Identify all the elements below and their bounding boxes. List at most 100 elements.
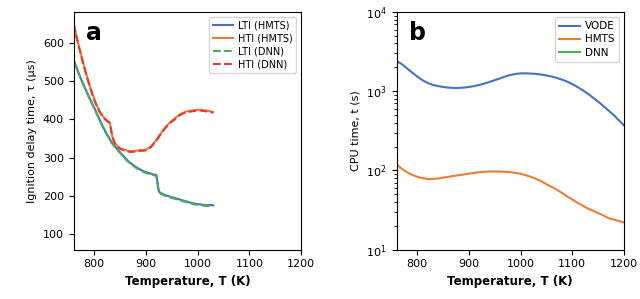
VODE [470, 84, 478, 88]
VODE [491, 78, 499, 82]
HTI (HMTS) [122, 148, 129, 152]
DNN [589, 297, 597, 299]
HMTS [584, 207, 591, 210]
DNN [573, 278, 581, 281]
HMTS [595, 211, 602, 215]
HMTS [543, 182, 550, 186]
VODE [548, 75, 556, 78]
HTI (HMTS) [207, 109, 214, 113]
DNN [538, 265, 545, 269]
DNN [413, 266, 421, 269]
HMTS [455, 173, 463, 177]
VODE [584, 92, 591, 95]
HMTS [568, 198, 576, 201]
HMTS [444, 175, 452, 179]
VODE [610, 113, 618, 117]
HMTS [434, 177, 442, 180]
DNN [481, 269, 488, 272]
DNN [558, 266, 566, 270]
VODE [434, 84, 442, 88]
VODE [553, 76, 561, 80]
VODE [579, 89, 586, 92]
VODE [429, 83, 436, 87]
LTI (DNN) [122, 157, 129, 161]
Line: VODE: VODE [397, 61, 624, 125]
HMTS [491, 170, 499, 173]
Y-axis label: CPU time, t (s): CPU time, t (s) [351, 90, 360, 171]
LTI (HMTS) [209, 203, 217, 207]
VODE [506, 73, 514, 77]
HTI (DNN) [103, 119, 111, 123]
HMTS [516, 172, 524, 176]
LTI (DNN) [209, 204, 217, 208]
HMTS [579, 204, 586, 208]
VODE [496, 77, 504, 80]
DNN [522, 266, 530, 270]
Line: HTI (DNN): HTI (DNN) [74, 24, 213, 152]
VODE [600, 104, 607, 108]
X-axis label: Temperature, T (K): Temperature, T (K) [447, 275, 573, 288]
HMTS [501, 170, 509, 174]
DNN [465, 271, 473, 274]
DNN [429, 271, 436, 274]
HTI (HMTS) [103, 119, 111, 122]
Legend: VODE, HMTS, DNN: VODE, HMTS, DNN [555, 17, 619, 62]
Line: HMTS: HMTS [397, 164, 624, 222]
DNN [491, 268, 499, 272]
DNN [439, 272, 447, 276]
DNN [424, 270, 431, 273]
DNN [434, 272, 442, 275]
LTI (DNN) [103, 134, 111, 137]
VODE [460, 86, 468, 89]
LTI (HMTS) [194, 202, 202, 206]
DNN [516, 267, 524, 270]
VODE [486, 80, 493, 84]
VODE [615, 118, 623, 122]
DNN [501, 268, 509, 271]
HMTS [615, 219, 623, 223]
LTI (DNN) [95, 118, 103, 122]
HTI (DNN) [85, 83, 93, 86]
LTI (DNN) [85, 96, 93, 100]
LTI (HMTS) [85, 95, 93, 99]
HMTS [481, 170, 488, 174]
DNN [548, 265, 556, 268]
VODE [543, 74, 550, 77]
Line: HTI (HMTS): HTI (HMTS) [74, 23, 213, 151]
HMTS [522, 173, 530, 177]
DNN [449, 273, 457, 276]
X-axis label: Temperature, T (K): Temperature, T (K) [125, 275, 250, 288]
DNN [470, 270, 478, 274]
HMTS [610, 218, 618, 221]
HMTS [476, 170, 483, 174]
HMTS [465, 172, 473, 176]
VODE [568, 82, 576, 86]
HTI (DNN) [209, 111, 217, 115]
HMTS [605, 216, 612, 220]
HMTS [419, 176, 426, 180]
VODE [444, 86, 452, 89]
HTI (HMTS) [70, 22, 77, 25]
DNN [506, 267, 514, 271]
DNN [496, 268, 504, 271]
HMTS [413, 175, 421, 179]
HMTS [573, 201, 581, 205]
VODE [476, 83, 483, 87]
VODE [527, 72, 535, 75]
DNN [527, 266, 535, 270]
VODE [455, 86, 463, 90]
HMTS [548, 185, 556, 189]
Text: b: b [409, 22, 426, 45]
DNN [460, 272, 468, 275]
LTI (HMTS) [202, 203, 209, 207]
DNN [455, 272, 463, 276]
VODE [403, 66, 411, 70]
VODE [424, 81, 431, 85]
VODE [408, 71, 416, 74]
HTI (DNN) [207, 110, 214, 114]
HTI (HMTS) [85, 82, 93, 86]
DNN [444, 273, 452, 276]
LTI (HMTS) [103, 133, 111, 136]
LTI (HMTS) [207, 203, 214, 207]
HMTS [470, 171, 478, 175]
